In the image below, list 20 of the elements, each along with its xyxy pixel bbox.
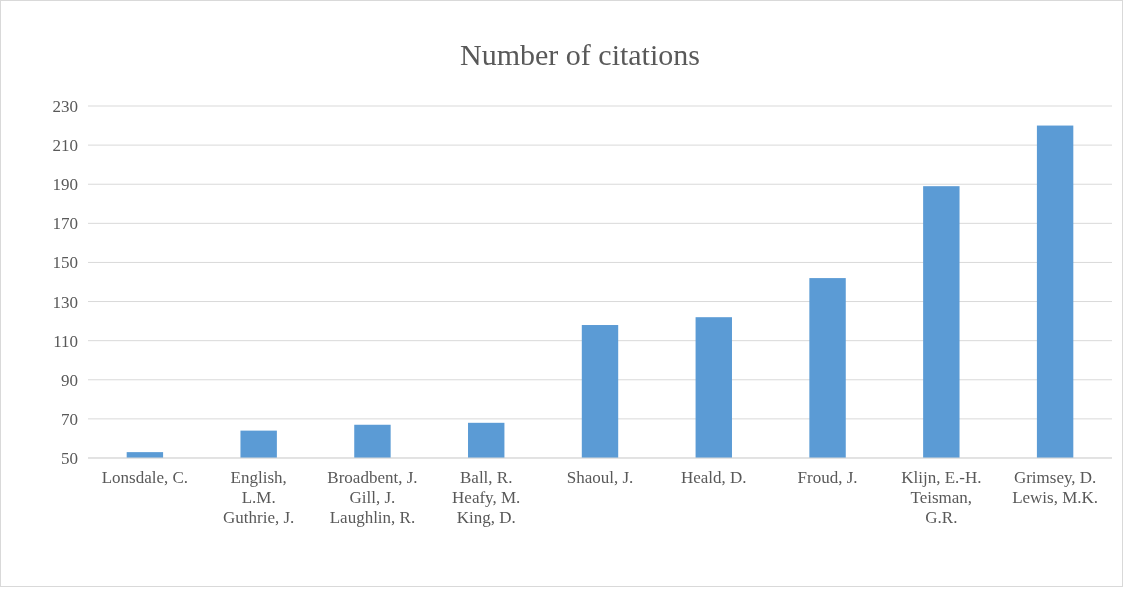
y-tick-label: 170 [52, 214, 78, 234]
y-tick-label: 230 [52, 96, 78, 116]
y-tick-label: 150 [52, 253, 78, 273]
y-tick-label: 50 [61, 448, 78, 468]
chart-title: Number of citations [460, 38, 700, 71]
x-tick-label: Ball, R. Heafy, M. King, D. [452, 468, 521, 527]
y-tick-label: 90 [61, 370, 78, 390]
y-tick-label: 70 [61, 409, 78, 429]
x-tick-label: Klijn, E.-H. Teisman, G.R. [901, 468, 982, 527]
x-tick-label: English, L.M. Guthrie, J. [223, 468, 295, 527]
x-tick-label: Broadbent, J. Gill, J. Laughlin, R. [327, 468, 418, 527]
y-tick-label: 110 [53, 331, 78, 351]
y-tick-label: 190 [52, 175, 78, 195]
x-tick-label: Froud, J. [797, 468, 858, 487]
x-tick-label: Heald, D. [680, 468, 747, 487]
x-tick-label: Grimsey, D. Lewis, M.K. [1012, 468, 1099, 507]
x-tick-label: Lonsdale, C. [101, 468, 189, 487]
y-tick-label: 210 [52, 136, 78, 156]
x-tick-label: Shaoul, J. [566, 468, 634, 487]
y-tick-label: 130 [52, 292, 78, 312]
